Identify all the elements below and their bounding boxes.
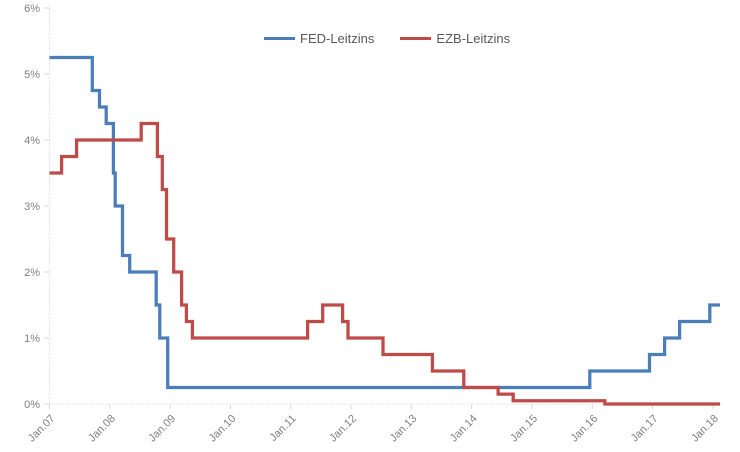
x-tick-label: Jan.10 <box>207 413 239 445</box>
legend-label-fed: FED-Leitzins <box>300 31 375 46</box>
x-tick-label: Jan.11 <box>268 413 299 444</box>
y-tick-label: 4% <box>24 135 40 147</box>
chart-legend: FED-Leitzins EZB-Leitzins <box>264 31 510 46</box>
x-tick-label: Jan.15 <box>508 413 540 445</box>
series-line-ezb-leitzins <box>49 121 720 406</box>
y-tick-label: 2% <box>24 267 40 279</box>
x-tick-label: Jan.18 <box>689 413 721 445</box>
x-tick-label: Jan.08 <box>86 413 118 445</box>
x-tick-label: Jan.07 <box>26 413 58 445</box>
y-tick-label: 6% <box>24 3 40 15</box>
x-tick-label: Jan.13 <box>388 413 420 445</box>
legend-item-fed: FED-Leitzins <box>264 31 374 46</box>
y-tick-label: 3% <box>24 201 40 213</box>
x-tick-label: Jan.14 <box>448 413 480 445</box>
y-tick-label: 1% <box>24 333 40 345</box>
y-tick-label: 0% <box>24 399 40 411</box>
series-line-fed-leitzins <box>49 55 720 390</box>
fed-line-swatch <box>264 37 295 40</box>
x-tick-label: Jan.16 <box>568 413 600 445</box>
ezb-line-swatch <box>400 37 432 40</box>
x-tick-label: Jan.09 <box>146 413 178 445</box>
x-tick-label: Jan.12 <box>327 413 359 445</box>
legend-item-ezb: EZB-Leitzins <box>400 31 510 46</box>
x-tick-label: Jan.17 <box>629 413 661 445</box>
y-tick-label: 5% <box>24 69 40 81</box>
legend-label-ezb: EZB-Leitzins <box>436 31 511 46</box>
